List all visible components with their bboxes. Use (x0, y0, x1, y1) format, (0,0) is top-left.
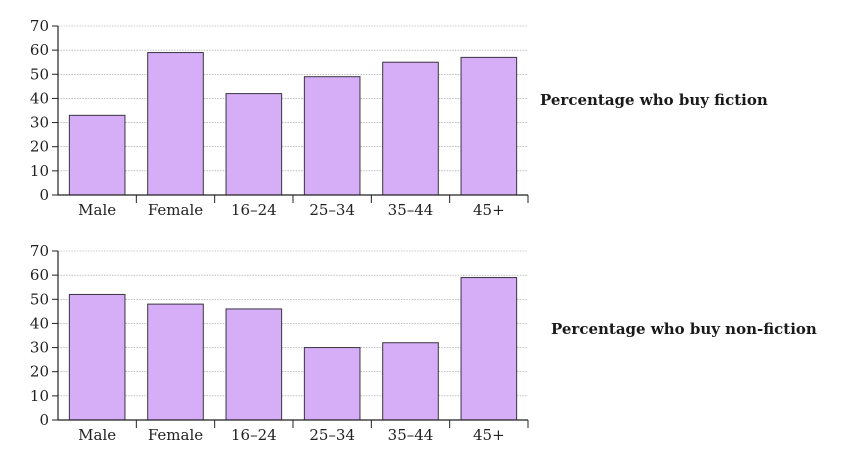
y-tick-label: 30 (30, 339, 49, 357)
bar-1 (147, 303, 204, 421)
bar-3 (303, 347, 361, 421)
category-label: 16–24 (231, 201, 277, 219)
category-label: 45+ (473, 426, 505, 444)
y-tick-label: 60 (30, 41, 49, 59)
bar-0 (68, 114, 126, 196)
y-tick-label: 20 (30, 138, 49, 156)
category-label: Male (78, 426, 116, 444)
category-label: Female (148, 426, 203, 444)
y-tick-label: 0 (39, 411, 49, 429)
bar-3 (303, 76, 361, 196)
category-label: 35–44 (388, 426, 434, 444)
category-label: 16–24 (231, 426, 277, 444)
category-label: 35–44 (388, 201, 434, 219)
bar-0 (68, 293, 126, 421)
category-label: Female (148, 201, 203, 219)
bar-5 (460, 277, 518, 421)
bar-2 (225, 93, 283, 196)
y-tick-label: 70 (30, 17, 49, 35)
y-tick-label: 40 (30, 314, 49, 332)
y-tick-label: 60 (30, 266, 49, 284)
y-tick-label: 10 (30, 387, 49, 405)
chart-non-fiction: 0 10 20 30 40 50 60 70 Male Female 16–24 25–34 35–44… (30, 242, 529, 444)
bar-2 (225, 308, 283, 421)
y-tick-label: 20 (30, 363, 49, 381)
y-tick-label: 50 (30, 65, 49, 83)
y-tick-label: 10 (30, 162, 49, 180)
y-tick-label: 70 (30, 242, 49, 260)
chart-title-fiction: Percentage who buy fiction (540, 91, 768, 109)
bar-5 (460, 56, 518, 196)
bar-4 (382, 342, 439, 421)
bar-4 (382, 61, 439, 196)
y-tick-label: 50 (30, 290, 49, 308)
y-tick-label: 30 (30, 114, 49, 132)
category-label: Male (78, 201, 116, 219)
category-label: 25–34 (309, 426, 355, 444)
y-tick-label: 40 (30, 89, 49, 107)
chart-title-non-fiction: Percentage who buy non-fiction (551, 320, 817, 338)
bar-1 (147, 52, 204, 196)
category-label: 45+ (473, 201, 505, 219)
category-label: 25–34 (309, 201, 355, 219)
chart-fiction: 0 10 20 30 40 50 60 70 Male Female 16–24 25–34 35–44… (30, 17, 529, 219)
y-tick-label: 0 (39, 186, 49, 204)
